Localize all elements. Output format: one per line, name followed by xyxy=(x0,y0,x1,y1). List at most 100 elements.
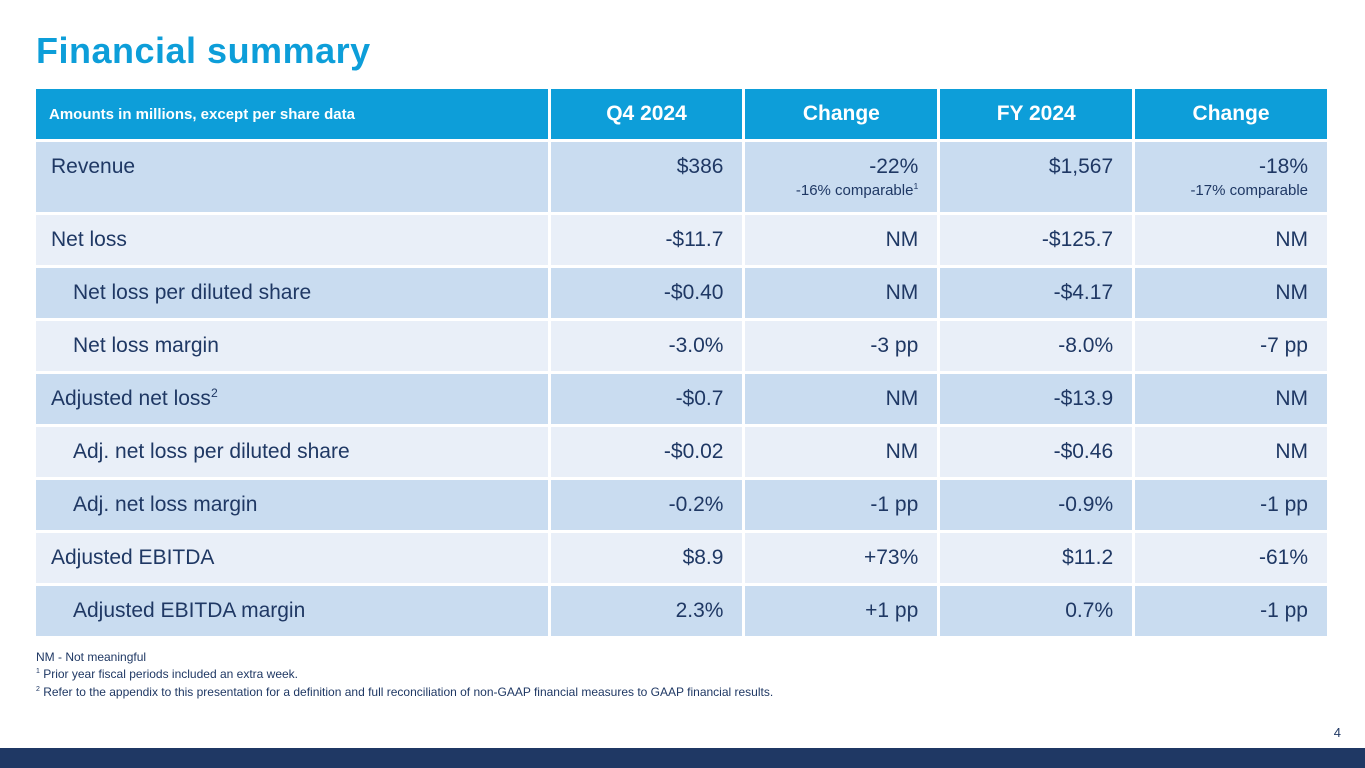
cell-value: -0.2% xyxy=(668,493,724,516)
footnote-1-sup: 1 xyxy=(36,668,40,676)
value-cell: $386 xyxy=(550,142,743,212)
value-cell: -$0.40 xyxy=(550,268,743,318)
cell-value: -$0.02 xyxy=(663,440,724,463)
cell-value: -$0.40 xyxy=(663,281,724,304)
cell-value: -$0.7 xyxy=(675,387,724,410)
value-cell: -$0.46 xyxy=(940,427,1133,477)
value-cell: 0.7% xyxy=(940,586,1133,636)
row-label: Revenue xyxy=(36,142,548,212)
header-amounts-note: Amounts in millions, except per share da… xyxy=(36,89,548,139)
cell-value: NM xyxy=(1275,228,1308,251)
value-cell: -$13.9 xyxy=(940,374,1133,424)
cell-value: 0.7% xyxy=(1065,599,1114,622)
page-title: Financial summary xyxy=(36,30,371,71)
cell-value: NM xyxy=(885,228,919,251)
header-change-fy: Change xyxy=(1135,89,1327,139)
cell-sub-sup: 1 xyxy=(913,181,919,191)
row-label: Adjusted net loss2 xyxy=(36,374,548,424)
cell-value: 2.3% xyxy=(675,599,724,622)
header-q4-2024: Q4 2024 xyxy=(550,89,743,139)
table-row: Net loss margin -3.0% -3 pp -8.0% -7 pp xyxy=(36,321,1327,371)
page-number: 4 xyxy=(1333,725,1341,740)
cell-value: +1 pp xyxy=(865,599,919,622)
row-label: Adjusted EBITDA margin xyxy=(36,586,548,636)
cell-value: NM xyxy=(885,281,919,304)
row-label: Net loss margin xyxy=(36,321,548,371)
table-row: Adj. net loss per diluted share -$0.02 NM -… xyxy=(36,427,1327,477)
footnotes: NM - Not meaningful 1 Prior year fiscal … xyxy=(36,649,1365,701)
value-cell: -18% -17% comparable xyxy=(1135,142,1327,212)
cell-value: -$125.7 xyxy=(1041,228,1114,251)
cell-value: -$0.46 xyxy=(1053,440,1114,463)
cell-value: $1,567 xyxy=(1048,155,1114,178)
cell-value: -$13.9 xyxy=(1053,387,1114,410)
table-header-row: Amounts in millions, except per share da… xyxy=(36,89,1327,139)
cell-value: -1 pp xyxy=(870,493,919,516)
table-body: Revenue $386 -22% -16% comparable1 $1,567 -18… xyxy=(36,142,1327,636)
table-row: Adjusted EBITDA $8.9 +73% $11.2 -61% xyxy=(36,533,1327,583)
row-label-sup: 2 xyxy=(210,386,218,400)
value-cell: -1 pp xyxy=(1135,480,1327,530)
footnote-2: 2 Refer to the appendix to this presenta… xyxy=(36,684,1365,701)
table-row: Net loss per diluted share -$0.40 NM -$4.17… xyxy=(36,268,1327,318)
footer-bar xyxy=(0,748,1365,768)
value-cell: -$4.17 xyxy=(940,268,1133,318)
cell-value: -8.0% xyxy=(1058,334,1114,357)
cell-value: -1 pp xyxy=(1260,599,1308,622)
table-row: Net loss -$11.7 NM -$125.7 NM xyxy=(36,215,1327,265)
cell-value: $8.9 xyxy=(682,546,724,569)
cell-value: -3.0% xyxy=(668,334,724,357)
value-cell: -3 pp xyxy=(745,321,938,371)
cell-value: NM xyxy=(885,440,919,463)
value-cell: 2.3% xyxy=(550,586,743,636)
value-cell: -$125.7 xyxy=(940,215,1133,265)
cell-value: -3 pp xyxy=(870,334,919,357)
cell-value: -7 pp xyxy=(1260,334,1308,357)
cell-value: NM xyxy=(885,387,919,410)
value-cell: -61% xyxy=(1135,533,1327,583)
value-cell: -22% -16% comparable1 xyxy=(745,142,938,212)
header-change-q4: Change xyxy=(745,89,938,139)
value-cell: $8.9 xyxy=(550,533,743,583)
value-cell: +73% xyxy=(745,533,938,583)
value-cell: NM xyxy=(745,427,938,477)
value-cell: NM xyxy=(1135,268,1327,318)
value-cell: NM xyxy=(1135,215,1327,265)
financial-summary-table: Amounts in millions, except per share da… xyxy=(33,86,1330,639)
row-label: Adj. net loss margin xyxy=(36,480,548,530)
row-label: Net loss per diluted share xyxy=(36,268,548,318)
table-row: Adjusted EBITDA margin 2.3% +1 pp 0.7% -1 pp xyxy=(36,586,1327,636)
cell-value: -22% xyxy=(869,155,919,178)
value-cell: $11.2 xyxy=(940,533,1133,583)
row-label: Adjusted EBITDA xyxy=(36,533,548,583)
cell-value: -0.9% xyxy=(1058,493,1114,516)
row-label: Net loss xyxy=(36,215,548,265)
cell-sub-value: -17% comparable xyxy=(1190,182,1308,199)
value-cell: -1 pp xyxy=(745,480,938,530)
value-cell: NM xyxy=(745,215,938,265)
footnote-1-text: Prior year fiscal periods included an ex… xyxy=(39,667,298,682)
value-cell: $1,567 xyxy=(940,142,1133,212)
cell-value: NM xyxy=(1275,440,1308,463)
cell-value: -$4.17 xyxy=(1053,281,1114,304)
value-cell: -$0.02 xyxy=(550,427,743,477)
table-row: Adj. net loss margin -0.2% -1 pp -0.9% -1 pp xyxy=(36,480,1327,530)
value-cell: -0.2% xyxy=(550,480,743,530)
footnote-2-sup: 2 xyxy=(36,685,40,693)
cell-value: +73% xyxy=(863,546,919,569)
cell-value: -$11.7 xyxy=(665,228,724,251)
value-cell: -8.0% xyxy=(940,321,1133,371)
value-cell: NM xyxy=(745,374,938,424)
cell-value: $386 xyxy=(676,155,724,178)
value-cell: -7 pp xyxy=(1135,321,1327,371)
value-cell: -0.9% xyxy=(940,480,1133,530)
row-label: Adj. net loss per diluted share xyxy=(36,427,548,477)
cell-value: -61% xyxy=(1258,546,1308,569)
cell-value: -1 pp xyxy=(1260,493,1308,516)
value-cell: -$0.7 xyxy=(550,374,743,424)
value-cell: NM xyxy=(1135,427,1327,477)
value-cell: -$11.7 xyxy=(550,215,743,265)
table-row: Revenue $386 -22% -16% comparable1 $1,567 -18… xyxy=(36,142,1327,212)
footnote-2-text: Refer to the appendix to this presentati… xyxy=(39,684,774,699)
